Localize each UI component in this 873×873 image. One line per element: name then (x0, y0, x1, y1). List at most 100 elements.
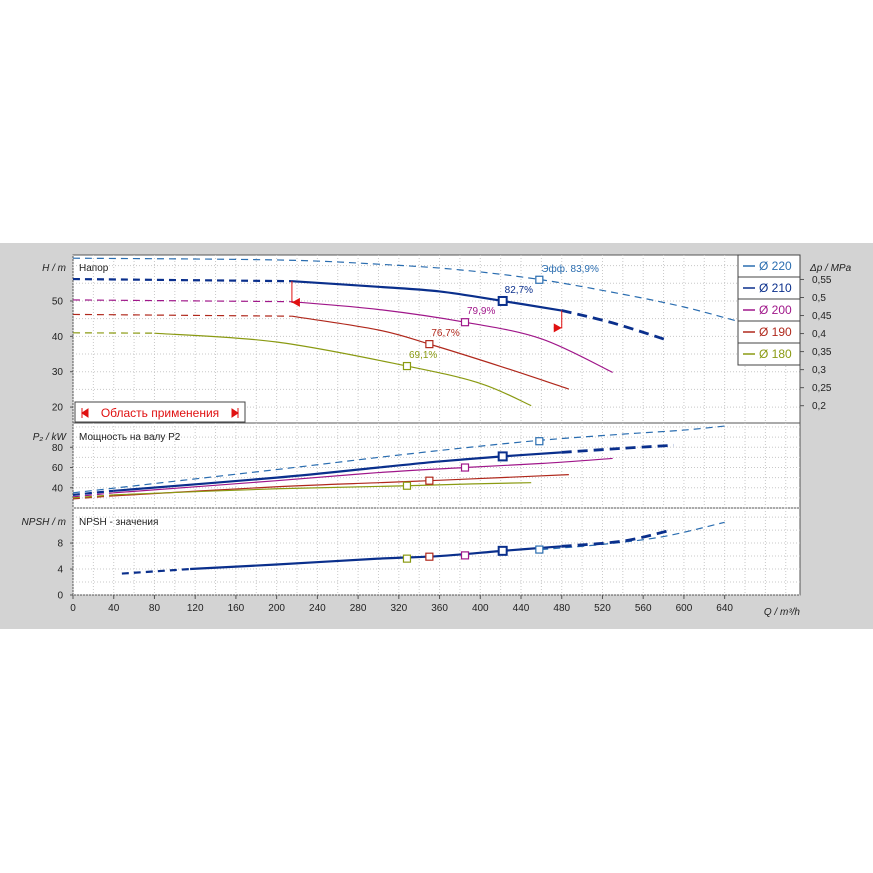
npsh-curve-210-tail (561, 529, 669, 548)
power-curve-180 (113, 482, 532, 496)
npsh-y-tick-label: 0 (57, 591, 63, 602)
bep-marker-210-power (497, 451, 508, 462)
legend-label: Ø 220 (759, 259, 792, 273)
head-curve-190-dashed (72, 313, 292, 317)
bep-marker-200-npsh (460, 551, 470, 560)
legend-label: Ø 180 (759, 347, 792, 361)
x-tick-label: 320 (390, 603, 407, 614)
head-y-tick-label: 20 (52, 403, 64, 414)
application-range-badge: Область применения (74, 401, 246, 423)
npsh-y-tick-label: 8 (57, 539, 63, 550)
x-tick-label: 0 (70, 603, 76, 614)
dp-tick-label: 0,3 (812, 365, 826, 376)
x-tick-label: 360 (431, 603, 448, 614)
head-panel-title: Напор (79, 263, 109, 274)
power-panel-title: Мощность на валу P2 (79, 432, 181, 443)
application-range-label: Область применения (101, 406, 219, 420)
pump-curve-chart: Эфф. 83,9%82,7%79,9%76,7%69,1% 0 40 80 120 1… (22, 254, 852, 618)
head-y-tick-label: 50 (52, 296, 64, 307)
head-curve-210-tail (561, 309, 670, 342)
power-curve-200 (113, 457, 613, 494)
efficiency-label-220: Эфф. 83,9% (541, 263, 599, 275)
efficiency-label-200: 79,9% (467, 306, 495, 317)
power-curve-210-dashed (72, 489, 114, 496)
x-axis-label: Q / m³/h (764, 607, 801, 618)
power-axis-label: P₂ / kW (33, 432, 68, 443)
power-curve-210-tail (561, 443, 674, 454)
bep-marker-210-npsh (497, 545, 508, 556)
head-y-tick-label: 40 (52, 332, 64, 343)
npsh-panel-title: NPSH - значения (79, 517, 158, 528)
head-curve-210 (291, 280, 562, 312)
power-y-tick-label: 40 (52, 483, 64, 494)
range-min-arrow-icon (291, 297, 300, 307)
dp-tick-label: 0,5 (812, 293, 826, 304)
power-curve-220-dashed (72, 425, 725, 494)
dp-axis-label: Δp / MPa (809, 263, 852, 274)
bep-marker-220-npsh (535, 545, 544, 554)
legend: Ø 220 Ø 210 Ø 200 Ø 190 Ø 180 (737, 254, 801, 366)
power-curve-190 (113, 474, 569, 497)
efficiency-label-190: 76,7% (431, 328, 459, 339)
x-tick-label: 480 (553, 603, 570, 614)
range-right-arrow-icon (231, 408, 239, 418)
x-tick-label: 200 (268, 603, 285, 614)
bep-marker-190-npsh (425, 552, 434, 561)
legend-label: Ø 190 (759, 325, 792, 339)
range-max-arrow-icon (553, 323, 562, 333)
head-curve-180 (154, 332, 532, 407)
bep-marker-220-head (535, 275, 544, 284)
x-tick-label: 240 (309, 603, 326, 614)
pump-curve-panel: Эфф. 83,9% 82,7% 79,9% 76,7% 69,1% 0 40 80 120 1… (0, 243, 873, 629)
npsh-axis-label: NPSH / m (22, 517, 66, 528)
x-tick-label: 600 (676, 603, 693, 614)
curves (72, 257, 735, 575)
power-curve-200-dashed (72, 492, 114, 498)
range-left-arrow-icon (81, 408, 89, 418)
bep-marker-190-head (425, 340, 434, 349)
power-y-tick-label: 80 (52, 443, 64, 454)
legend-label: Ø 210 (759, 281, 792, 295)
x-tick-label: 400 (472, 603, 489, 614)
efficiency-label-210: 82,7% (505, 285, 533, 296)
head-y-tick-label: 30 (52, 367, 64, 378)
power-y-tick-label: 60 (52, 463, 64, 474)
dp-tick-label: 0,55 (812, 275, 832, 286)
bep-marker-200-power (460, 463, 470, 472)
bep-marker-210-head (497, 295, 508, 306)
dp-tick-label: 0,25 (812, 383, 832, 394)
x-tick-label: 440 (513, 603, 530, 614)
dp-tick-label: 0,45 (812, 311, 832, 322)
head-curve-210-dashed (72, 277, 292, 283)
npsh-plot-area (72, 507, 801, 596)
power-curve-190-dashed (72, 495, 114, 500)
bep-marker-180-npsh (402, 554, 412, 563)
bep-marker-180-power (402, 481, 412, 490)
x-tick-label: 560 (635, 603, 652, 614)
bep-marker-180-head (402, 361, 412, 371)
dp-tick-label: 0,2 (812, 401, 826, 412)
npsh-y-tick-label: 4 (57, 565, 63, 576)
x-tick-label: 520 (594, 603, 611, 614)
bep-marker-200-head (460, 318, 470, 327)
npsh-curve-220-dashed (541, 521, 725, 551)
power-curve-180-dashed (72, 494, 114, 499)
x-tick-label: 280 (350, 603, 367, 614)
bep-markers: Эфф. 83,9% 82,7% 79,9% 76,7% 69,1% (402, 263, 599, 563)
efficiency-label-180: 69,1% (409, 350, 437, 361)
legend-label: Ø 200 (759, 303, 792, 317)
bep-marker-190-power (425, 476, 434, 485)
head-axis-label: H / m (42, 263, 66, 274)
dp-tick-label: 0,4 (812, 329, 826, 340)
x-tick-label: 640 (716, 603, 733, 614)
grid (72, 255, 800, 596)
head-curve-200-dashed (72, 299, 292, 303)
bep-marker-220-power (535, 437, 544, 446)
head-curve-220-dashed (72, 257, 735, 322)
x-tick-label: 160 (228, 603, 245, 614)
x-tick-label: 120 (187, 603, 204, 614)
npsh-curve-210-dashed (121, 567, 191, 575)
x-tick-label: 80 (149, 603, 161, 614)
x-tick-label: 40 (108, 603, 120, 614)
power-plot-area (72, 422, 801, 509)
